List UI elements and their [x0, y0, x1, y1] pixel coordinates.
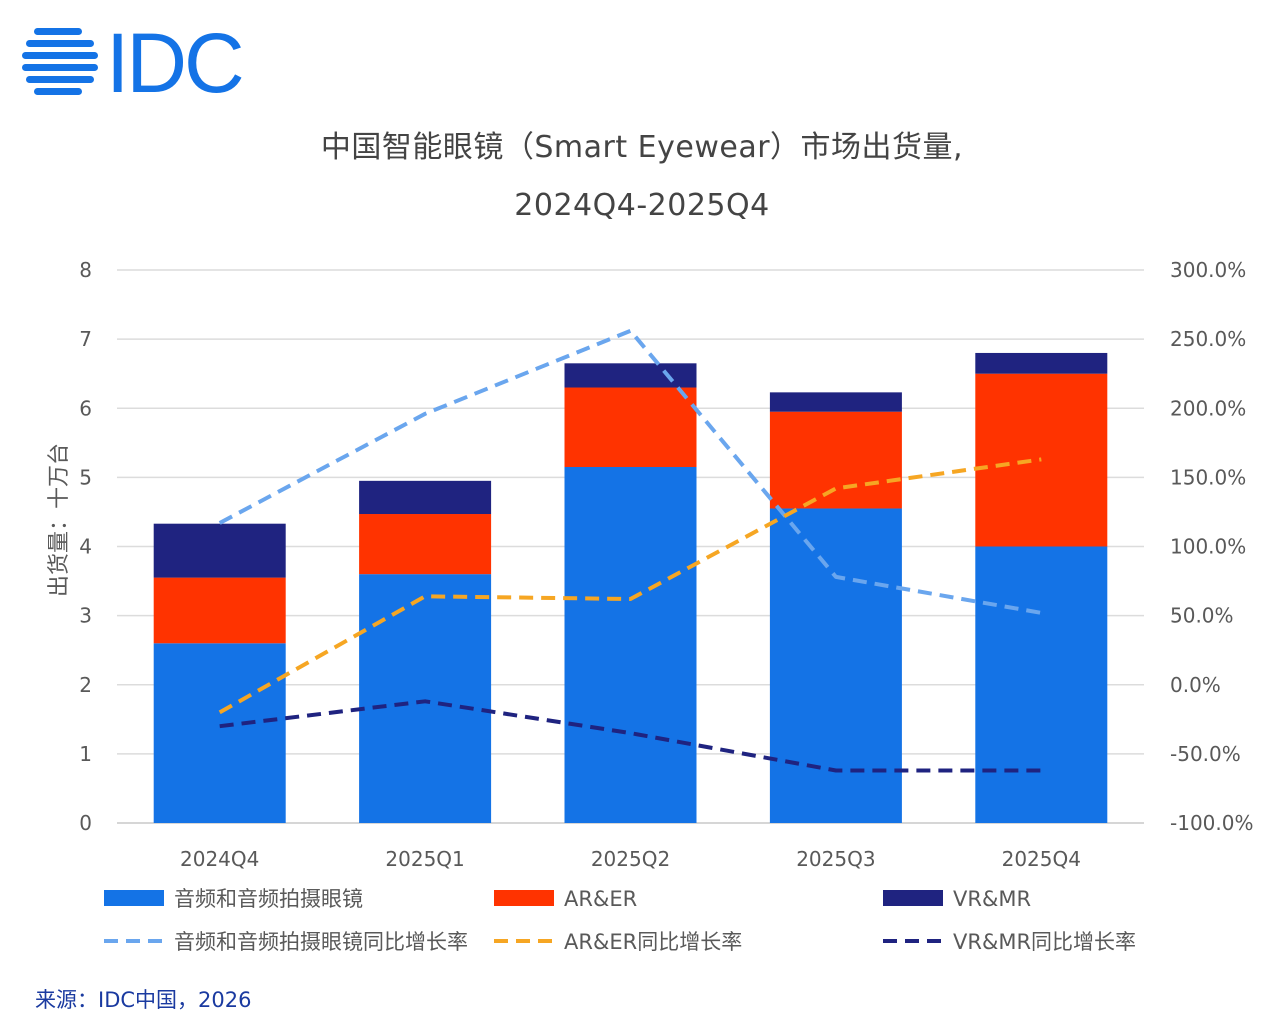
y2-tick-label: 0.0% [1170, 673, 1221, 697]
y2-tick-label: -50.0% [1170, 742, 1241, 766]
x-tick-label: 2025Q4 [1002, 847, 1081, 871]
y-tick-label: 2 [79, 673, 92, 697]
legend-label: 音频和音频拍摄眼镜同比增长率 [174, 930, 468, 954]
y2-tick-label: 300.0% [1170, 258, 1246, 282]
bar-音频和音频拍摄眼镜-2024Q4 [153, 643, 286, 823]
bar-音频和音频拍摄眼镜-2025Q2 [564, 467, 697, 823]
y-axis-title: 出货量：十万台 [47, 443, 72, 597]
legend-label: AR&ER [564, 887, 637, 911]
globe-icon [22, 28, 98, 95]
bar-音频和音频拍摄眼镜-2025Q3 [769, 508, 902, 823]
bar-AR&ER-2025Q1 [359, 514, 492, 575]
y-tick-label: 8 [79, 258, 92, 282]
y-tick-label: 0 [79, 811, 92, 835]
bar-AR&ER-2025Q2 [564, 387, 697, 468]
legend-label: VR&MR [953, 887, 1031, 911]
chart-title: 中国智能眼镜（Smart Eyewear）市场出货量, [320, 130, 964, 165]
legend-label: AR&ER同比增长率 [564, 930, 742, 954]
source-note: 来源：IDC中国，2026 [35, 988, 252, 1012]
bar-VR&MR-2025Q3 [769, 392, 902, 412]
legend-label: 音频和音频拍摄眼镜 [174, 887, 363, 911]
chart-subtitle: 2024Q4-2025Q4 [514, 188, 770, 223]
bar-AR&ER-2024Q4 [153, 577, 286, 644]
line-VR&MR同比增长率 [219, 699, 1042, 773]
idc-logo: IDC [22, 22, 245, 102]
y2-tick-label: 100.0% [1170, 535, 1246, 559]
bar-音频和音频拍摄眼镜-2025Q1 [359, 574, 492, 823]
bar-VR&MR-2025Q2 [564, 363, 697, 388]
y2-tick-label: 50.0% [1170, 604, 1234, 628]
legend-label: VR&MR同比增长率 [953, 930, 1136, 954]
logo-text: IDC [106, 22, 242, 102]
bar-VR&MR-2025Q1 [359, 480, 492, 515]
legend-swatch [104, 890, 164, 906]
bar-音频和音频拍摄眼镜-2025Q4 [975, 546, 1108, 823]
x-tick-label: 2025Q1 [385, 847, 464, 871]
y2-tick-label: 200.0% [1170, 396, 1246, 420]
y2-tick-label: 150.0% [1170, 465, 1246, 489]
y-tick-label: 3 [79, 604, 92, 628]
y2-tick-label: -100.0% [1170, 811, 1253, 835]
y-tick-label: 6 [79, 396, 92, 420]
x-tick-label: 2024Q4 [180, 847, 259, 871]
y-tick-label: 5 [79, 465, 92, 489]
line-音频和音频拍摄眼镜同比增长率 [218, 328, 1042, 615]
x-tick-label: 2025Q2 [591, 847, 670, 871]
y-tick-label: 1 [79, 742, 92, 766]
bar-VR&MR-2024Q4 [153, 523, 286, 578]
y2-tick-label: 250.0% [1170, 327, 1246, 351]
x-tick-label: 2025Q3 [796, 847, 875, 871]
bar-VR&MR-2025Q4 [975, 352, 1108, 374]
y-tick-label: 4 [79, 535, 92, 559]
y-tick-label: 7 [79, 327, 92, 351]
legend-swatch [494, 890, 554, 906]
bar-AR&ER-2025Q3 [769, 411, 902, 509]
legend-swatch [883, 890, 943, 906]
